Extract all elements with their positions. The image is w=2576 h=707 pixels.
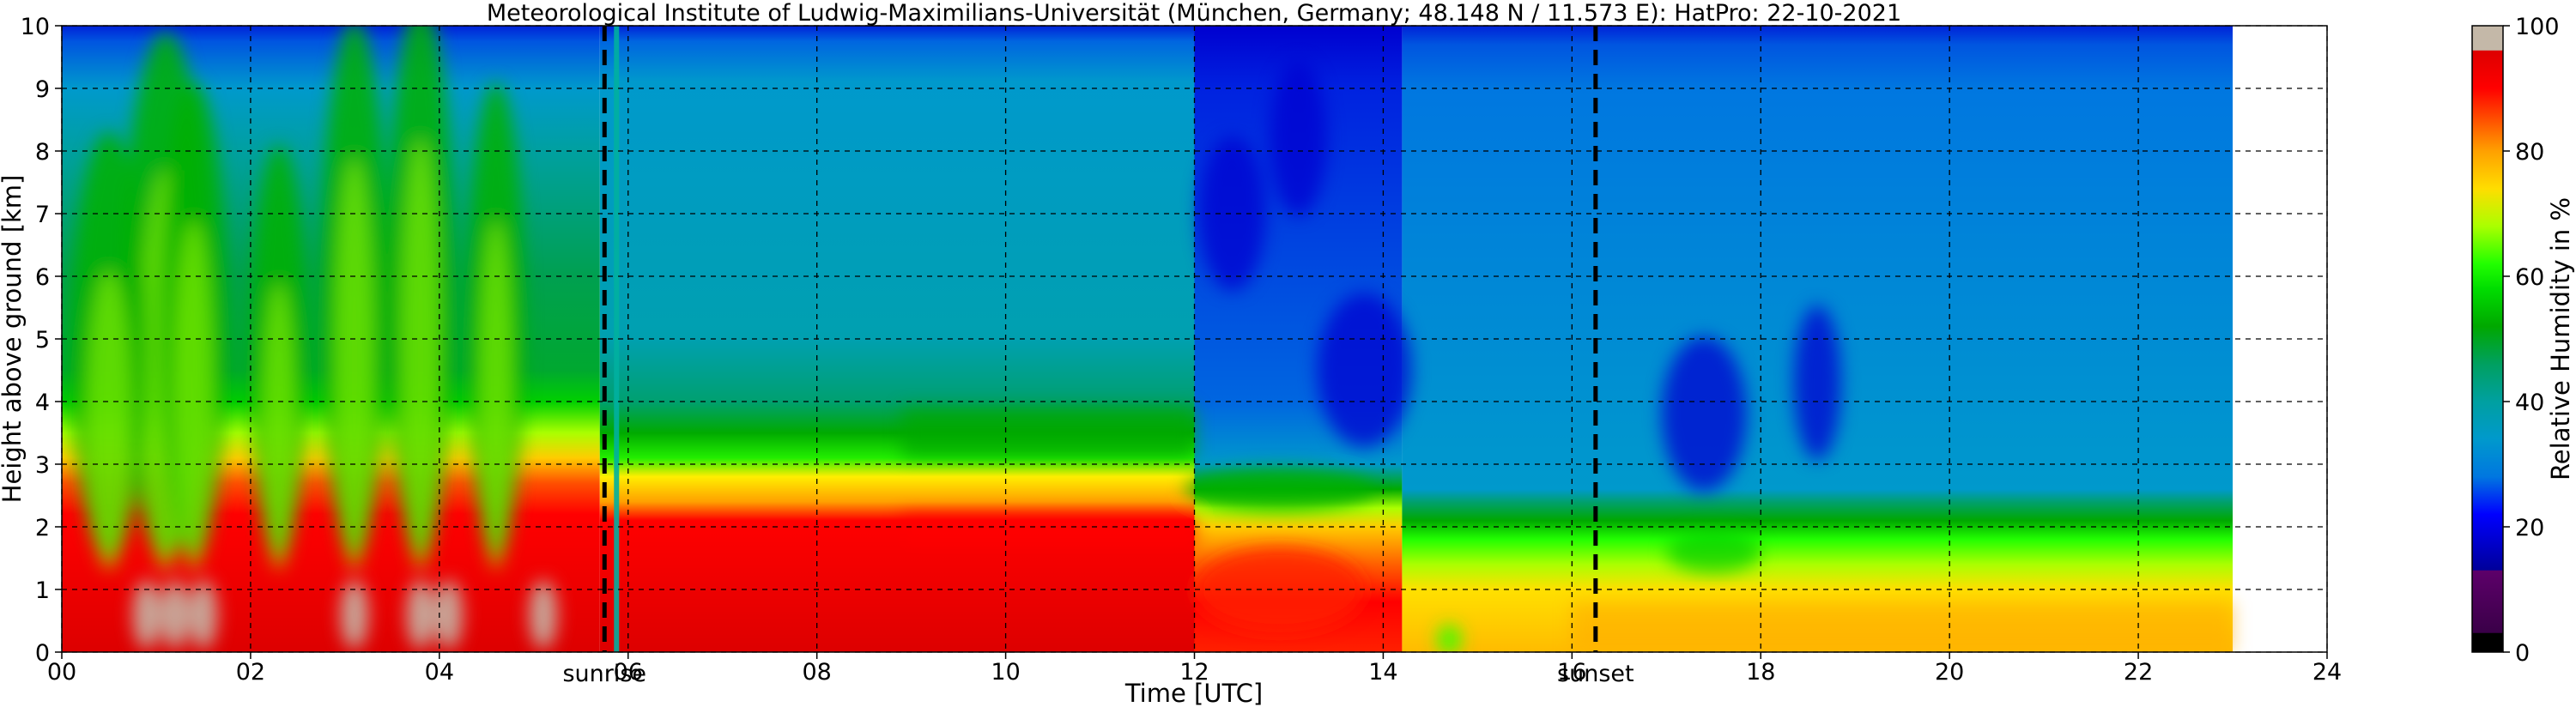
saturation-spot-6: [529, 580, 557, 650]
x-tick-label: 08: [802, 659, 831, 686]
x-tick-label: 00: [47, 659, 76, 686]
y-tick-label: 1: [35, 577, 50, 604]
y-tick-label: 6: [35, 264, 50, 291]
plume-yellow-4: [400, 138, 440, 571]
x-tick-label: 12: [1179, 659, 1209, 686]
sunset-label: sunset: [1557, 661, 1634, 687]
x-tick-label: 06: [614, 659, 643, 686]
x-tick-label: 20: [1935, 659, 1964, 686]
morning-red-dip: [901, 514, 1195, 546]
x-tick-label: 24: [2312, 659, 2342, 686]
surface-green-blob: [1437, 624, 1462, 652]
x-tick-label: 04: [425, 659, 454, 686]
colorbar-tick-label: 100: [2515, 14, 2560, 40]
x-tick-label: 02: [236, 659, 265, 686]
sunrise-strip: [614, 26, 620, 652]
y-tick-label: 10: [21, 14, 50, 40]
saturation-spot-1: [161, 580, 189, 650]
dry-pocket-2: [1317, 293, 1412, 448]
afternoon-green-dip: [1666, 530, 1761, 574]
plume-yellow-2: [262, 282, 296, 571]
dry-pocket-1: [1270, 61, 1327, 216]
x-tick-label: 10: [991, 659, 1020, 686]
humidity-features: [70, 26, 2234, 652]
y-tick-label: 9: [35, 76, 50, 103]
plume-yellow-3: [334, 157, 374, 571]
y-tick-label: 7: [35, 202, 50, 228]
x-axis-title: Time [UTC]: [1124, 679, 1263, 707]
midday-green-bump: [1185, 468, 1374, 511]
dry-pocket-4: [1793, 305, 1841, 461]
sun-markers: sunrise sunset: [562, 26, 1634, 687]
y-tick-label: 4: [35, 390, 50, 416]
saturation-spot-4: [406, 580, 434, 650]
dry-pocket-3: [1661, 336, 1747, 492]
y-tick-label: 3: [35, 452, 50, 479]
saturation-spot-3: [340, 580, 368, 650]
plume-yellow-1: [173, 220, 215, 571]
x-ticks: 00 02 04 06 08 10 12 14 16 18 20 22 24: [47, 652, 2342, 686]
colorbar-tick-label: 0: [2515, 640, 2530, 667]
y-tick-label: 5: [35, 327, 50, 354]
sunrise-label: sunrise: [562, 661, 646, 687]
colorbar-tick-label: 80: [2515, 139, 2544, 166]
colorbar-gradient: [2471, 25, 2504, 653]
plume-yellow-6: [86, 269, 132, 571]
y-tick-label: 2: [35, 515, 50, 541]
y-tick-label: 8: [35, 139, 50, 166]
x-tick-label: 14: [1368, 659, 1397, 686]
y-ticks: 0 1 2 3 4 5 6 7 8 9 10: [21, 14, 62, 667]
saturation-spot-2: [189, 580, 217, 650]
colorbar-tick-label: 20: [2515, 515, 2544, 541]
colorbar-tick-label: 40: [2515, 390, 2544, 416]
saturation-spot-5: [434, 580, 463, 650]
saturation-spot-0: [132, 580, 161, 650]
colorbar-title: Relative Humidity in %: [2546, 197, 2575, 480]
humidity-field: [62, 26, 2234, 652]
x-tick-label: 22: [2124, 659, 2153, 686]
afternoon-orange-base: [1572, 601, 2234, 652]
dry-pocket-0: [1198, 136, 1265, 291]
plume-yellow-5: [479, 220, 513, 571]
chart-title: Meteorological Institute of Ludwig-Maxim…: [487, 0, 1901, 27]
x-tick-label: 16: [1557, 659, 1586, 686]
colorbar-ticks: 0 20 40 60 80 100: [2503, 14, 2560, 667]
morning-moist-layer: [901, 408, 1195, 458]
colorbar-tick-label: 60: [2515, 264, 2544, 291]
y-axis-title: Height above ground [km]: [0, 175, 27, 504]
x-tick-label: 18: [1746, 659, 1775, 686]
colorbar: 0 20 40 60 80 100 Relative Humidity in %: [2471, 14, 2575, 667]
y-tick-label: 0: [35, 640, 50, 667]
